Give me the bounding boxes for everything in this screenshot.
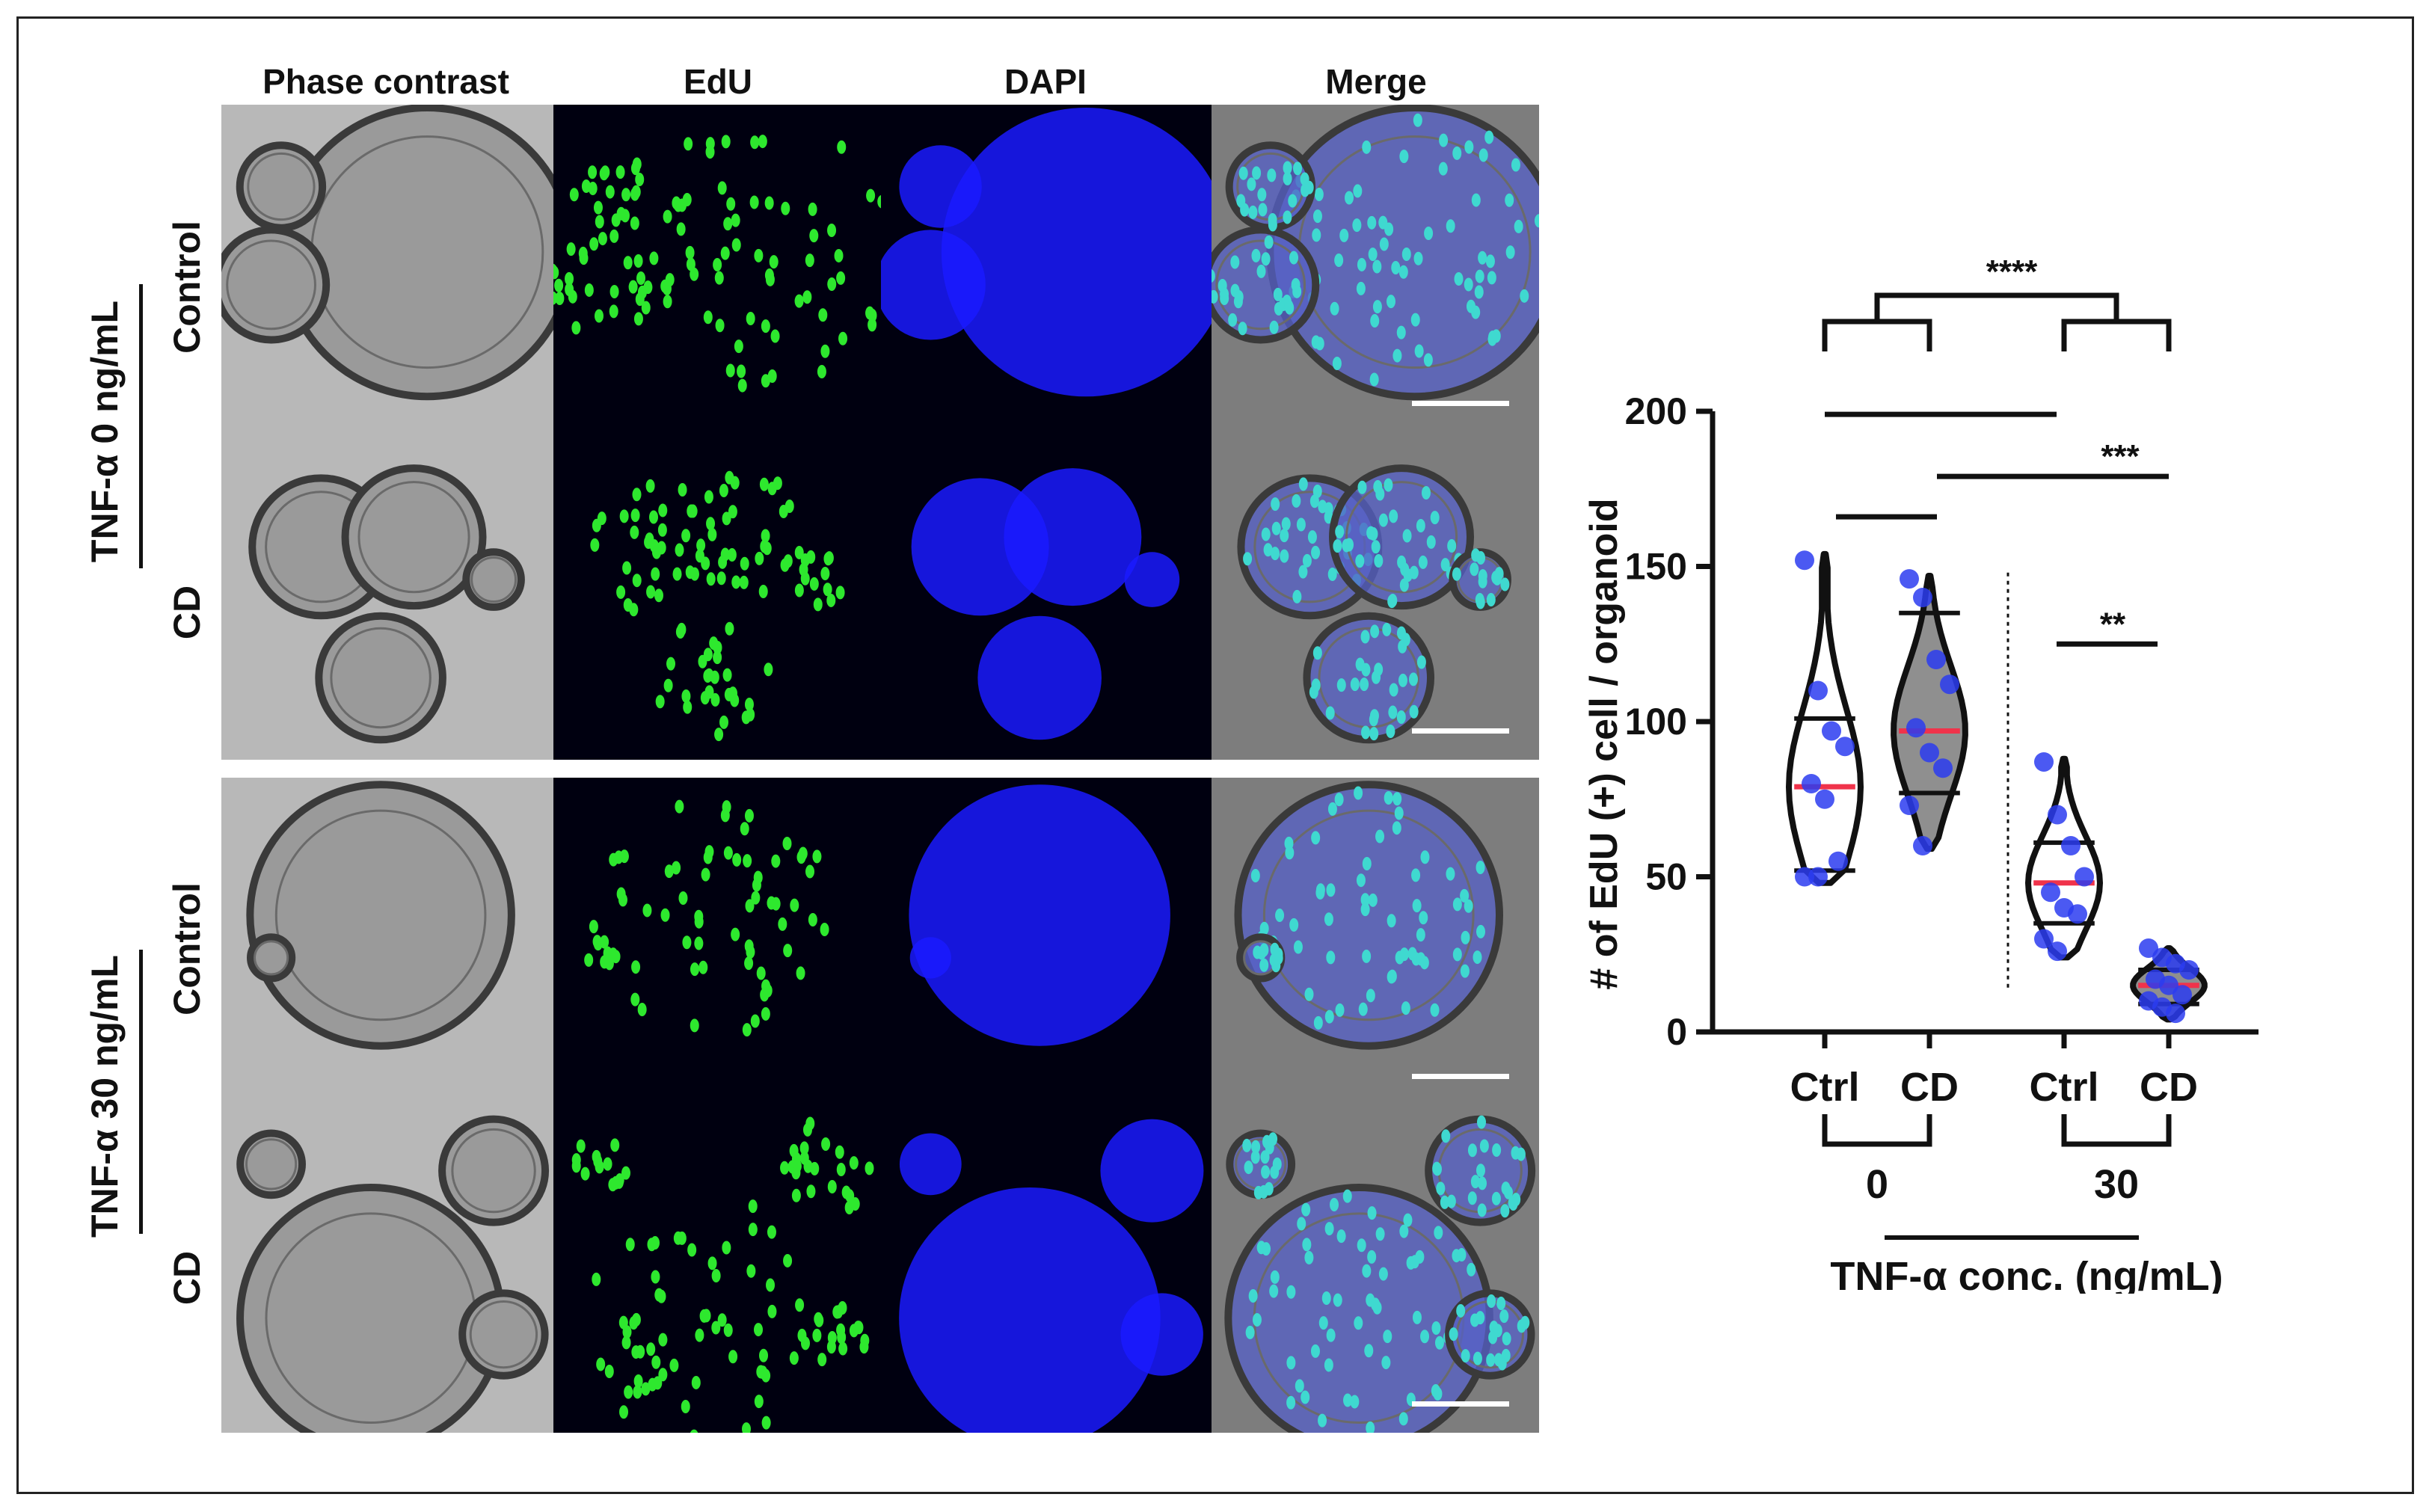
edu-panel-control-0 xyxy=(553,105,881,432)
merge-panel-cd-30 xyxy=(1212,1105,1539,1433)
y-tick-label: 150 xyxy=(1625,546,1687,588)
x-tick-label: CD xyxy=(1900,1065,1959,1110)
violin-2 xyxy=(2025,755,2103,961)
x-axis-label: TNF-α conc. (ng/mL) xyxy=(1830,1254,2223,1294)
phase-panel-control-0 xyxy=(221,105,553,432)
merge-panel-control-0 xyxy=(1212,105,1539,432)
phase-panel-cd-0 xyxy=(221,432,553,760)
data-point xyxy=(1808,867,1828,887)
merge-panel-control-30 xyxy=(1212,778,1539,1105)
group-level-label: 30 xyxy=(2094,1162,2139,1207)
data-point xyxy=(1933,758,1953,778)
group-bracket xyxy=(2061,1114,2172,1147)
data-point xyxy=(1815,789,1834,809)
scale-bar xyxy=(1412,1401,1509,1407)
edu-panel-cd-0 xyxy=(553,432,881,760)
y-tick-label: 0 xyxy=(1666,1011,1687,1053)
row-label-control-30: Control xyxy=(166,882,208,1015)
sig-pair-bracket-30 xyxy=(2061,319,2172,351)
data-point xyxy=(1940,674,1959,695)
sig-bracket-groups xyxy=(1874,292,2119,322)
data-point xyxy=(2034,752,2054,772)
data-point xyxy=(1795,867,1814,887)
phase-panel-cd-30 xyxy=(221,1105,553,1433)
data-point xyxy=(2179,960,2199,980)
dapi-panel-control-0 xyxy=(881,105,1212,432)
group-rule-tnf-0 xyxy=(139,284,143,568)
data-point xyxy=(1795,550,1814,571)
scale-bar xyxy=(1412,1074,1509,1079)
figure-frame xyxy=(16,16,2414,1494)
violin-1 xyxy=(1891,572,1968,852)
group-label-tnf-30: TNF-α 30 ng/mL xyxy=(84,955,126,1238)
edu-panel-control-30 xyxy=(553,778,881,1105)
sig-label-groups: **** xyxy=(1986,253,2038,290)
group-label-tnf-0: TNF-α 0 ng/mL xyxy=(84,300,126,563)
data-point xyxy=(2048,805,2067,825)
data-point xyxy=(1926,650,1946,669)
dapi-panel-cd-30 xyxy=(881,1105,1212,1433)
x-tick-label: CD xyxy=(2140,1065,2198,1110)
sig-label-cd: *** xyxy=(2101,438,2140,475)
row-label-cd-0: CD xyxy=(166,585,208,640)
y-tick-label: 50 xyxy=(1645,856,1687,898)
dapi-panel-cd-0 xyxy=(881,432,1212,760)
column-header-phase: Phase contrast xyxy=(262,62,509,101)
row-label-cd-30: CD xyxy=(166,1250,208,1306)
x-tick-label: Ctrl xyxy=(1790,1065,1860,1110)
data-point xyxy=(2061,836,2081,855)
data-point xyxy=(1920,743,1939,763)
data-point xyxy=(2041,882,2060,903)
data-point xyxy=(1913,588,1932,607)
phase-panel-control-30 xyxy=(221,778,553,1105)
column-header-dapi: DAPI xyxy=(1004,62,1087,101)
group-rule-tnf-30 xyxy=(139,950,143,1234)
data-point xyxy=(2034,929,2054,949)
sig-label-30: ** xyxy=(2100,606,2126,642)
dapi-panel-control-30 xyxy=(881,778,1212,1105)
data-point xyxy=(1900,796,1919,816)
data-point xyxy=(1808,680,1828,701)
data-point xyxy=(2166,1004,2185,1024)
data-point xyxy=(2172,985,2192,1005)
data-point xyxy=(1822,721,1841,741)
data-point xyxy=(2048,941,2067,962)
column-header-edu: EdU xyxy=(684,62,752,101)
data-point xyxy=(1802,774,1821,793)
data-point xyxy=(2068,904,2087,924)
data-point xyxy=(1906,718,1926,738)
merge-panel-cd-0 xyxy=(1212,432,1539,760)
x-tick-label: Ctrl xyxy=(2030,1065,2099,1110)
data-point xyxy=(1835,737,1855,757)
column-header-merge: Merge xyxy=(1325,62,1427,101)
scale-bar xyxy=(1412,401,1509,406)
sig-pair-bracket-0 xyxy=(1822,319,1932,351)
data-point xyxy=(1828,851,1848,871)
group-level-label: 0 xyxy=(1866,1162,1888,1207)
scale-bar xyxy=(1412,728,1509,734)
group-bracket xyxy=(1822,1114,1932,1147)
violin-chart: 0 50 100 150 200 # of EdU (+) cell / organoid… xyxy=(1582,253,2258,1294)
y-axis-label: # of EdU (+) cell / organoid xyxy=(1582,498,1626,989)
data-point xyxy=(1913,836,1932,855)
y-tick-label: 200 xyxy=(1625,390,1687,432)
edu-panel-cd-30 xyxy=(553,1105,881,1433)
data-point xyxy=(1900,569,1919,589)
data-point xyxy=(2075,867,2094,887)
y-tick-label: 100 xyxy=(1625,701,1687,743)
row-label-control-0: Control xyxy=(166,221,208,354)
